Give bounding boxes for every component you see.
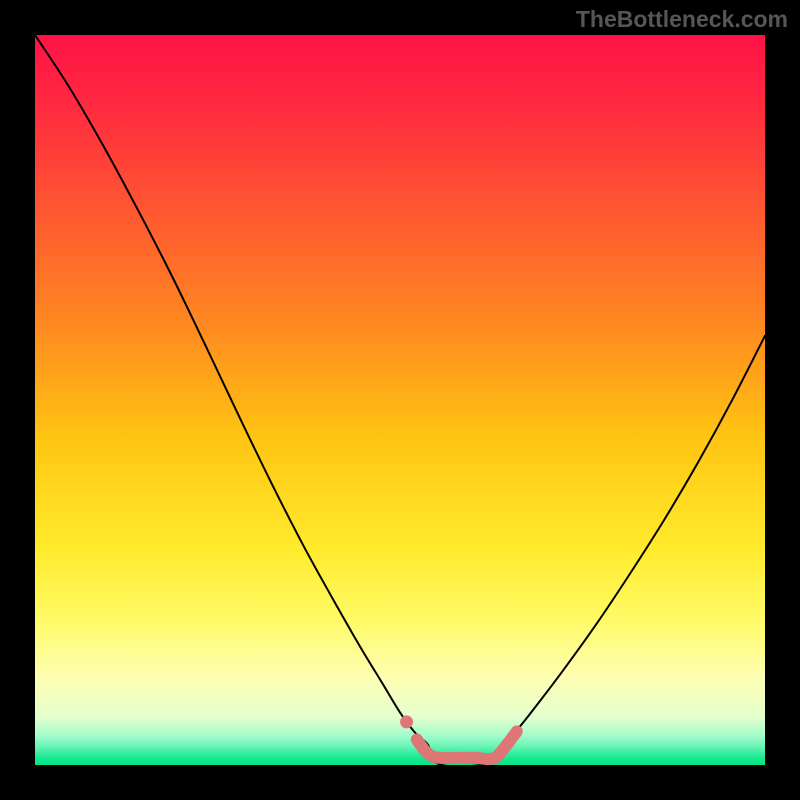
figure-root: TheBottleneck.com	[0, 0, 800, 800]
chart-svg	[0, 0, 800, 800]
optimal-range-dot	[400, 715, 413, 728]
gradient-panel	[35, 35, 765, 765]
